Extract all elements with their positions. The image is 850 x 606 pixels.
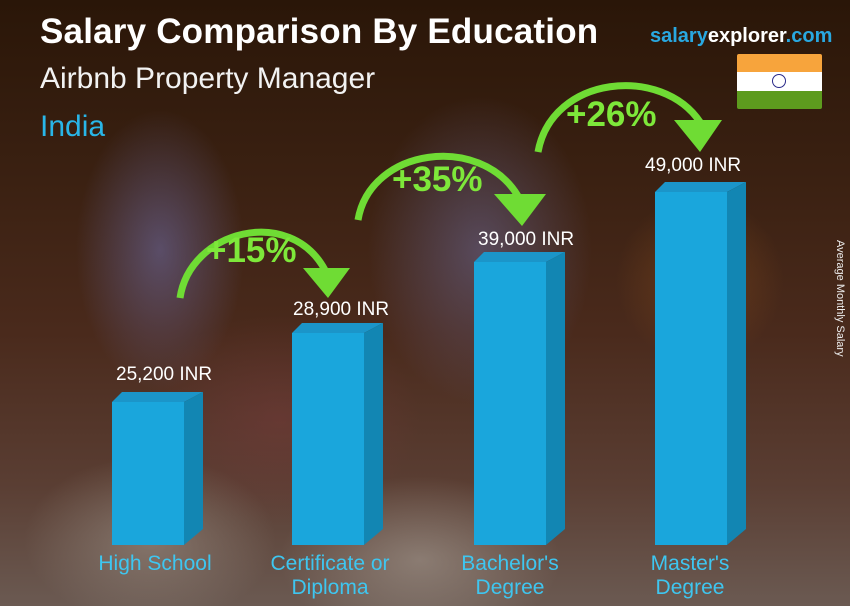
brand-logo[interactable]: salaryexplorer.com — [650, 25, 832, 48]
increase-label-1: +15% — [206, 231, 297, 270]
category-label-bachelors: Bachelor's Degree — [461, 552, 559, 599]
bar-certificate-diploma — [292, 323, 383, 545]
value-label-certificate: 28,900 INR — [293, 299, 390, 320]
value-label-high-school: 25,200 INR — [116, 364, 213, 385]
increase-arrow-icon-1 — [176, 228, 350, 299]
bar-masters-degree — [655, 182, 746, 545]
job-title: Airbnb Property Manager — [40, 62, 376, 95]
bar-high-school — [112, 392, 203, 545]
brand-part-salary: salary — [650, 25, 708, 47]
increase-label-2: +35% — [392, 160, 483, 199]
category-label-certificate: Certificate or Diploma — [270, 552, 390, 599]
category-label-high-school: High School — [98, 552, 212, 575]
bar-bachelors-degree — [474, 252, 565, 545]
brand-part-explorer: explorer — [707, 25, 786, 47]
value-label-bachelors: 39,000 INR — [478, 229, 575, 250]
value-label-masters: 49,000 INR — [645, 155, 742, 176]
india-flag-icon — [737, 54, 822, 109]
chart-title: Salary Comparison By Education — [40, 12, 599, 51]
increase-label-3: +26% — [566, 95, 657, 134]
increase-arrow-icon-3 — [534, 82, 722, 153]
country-label: India — [40, 110, 106, 143]
increase-arrow-icon-2 — [354, 152, 546, 226]
category-label-masters: Master's Degree — [650, 552, 730, 599]
brand-part-com: .com — [785, 25, 833, 47]
y-axis-label: Average Monthly Salary — [834, 240, 846, 357]
